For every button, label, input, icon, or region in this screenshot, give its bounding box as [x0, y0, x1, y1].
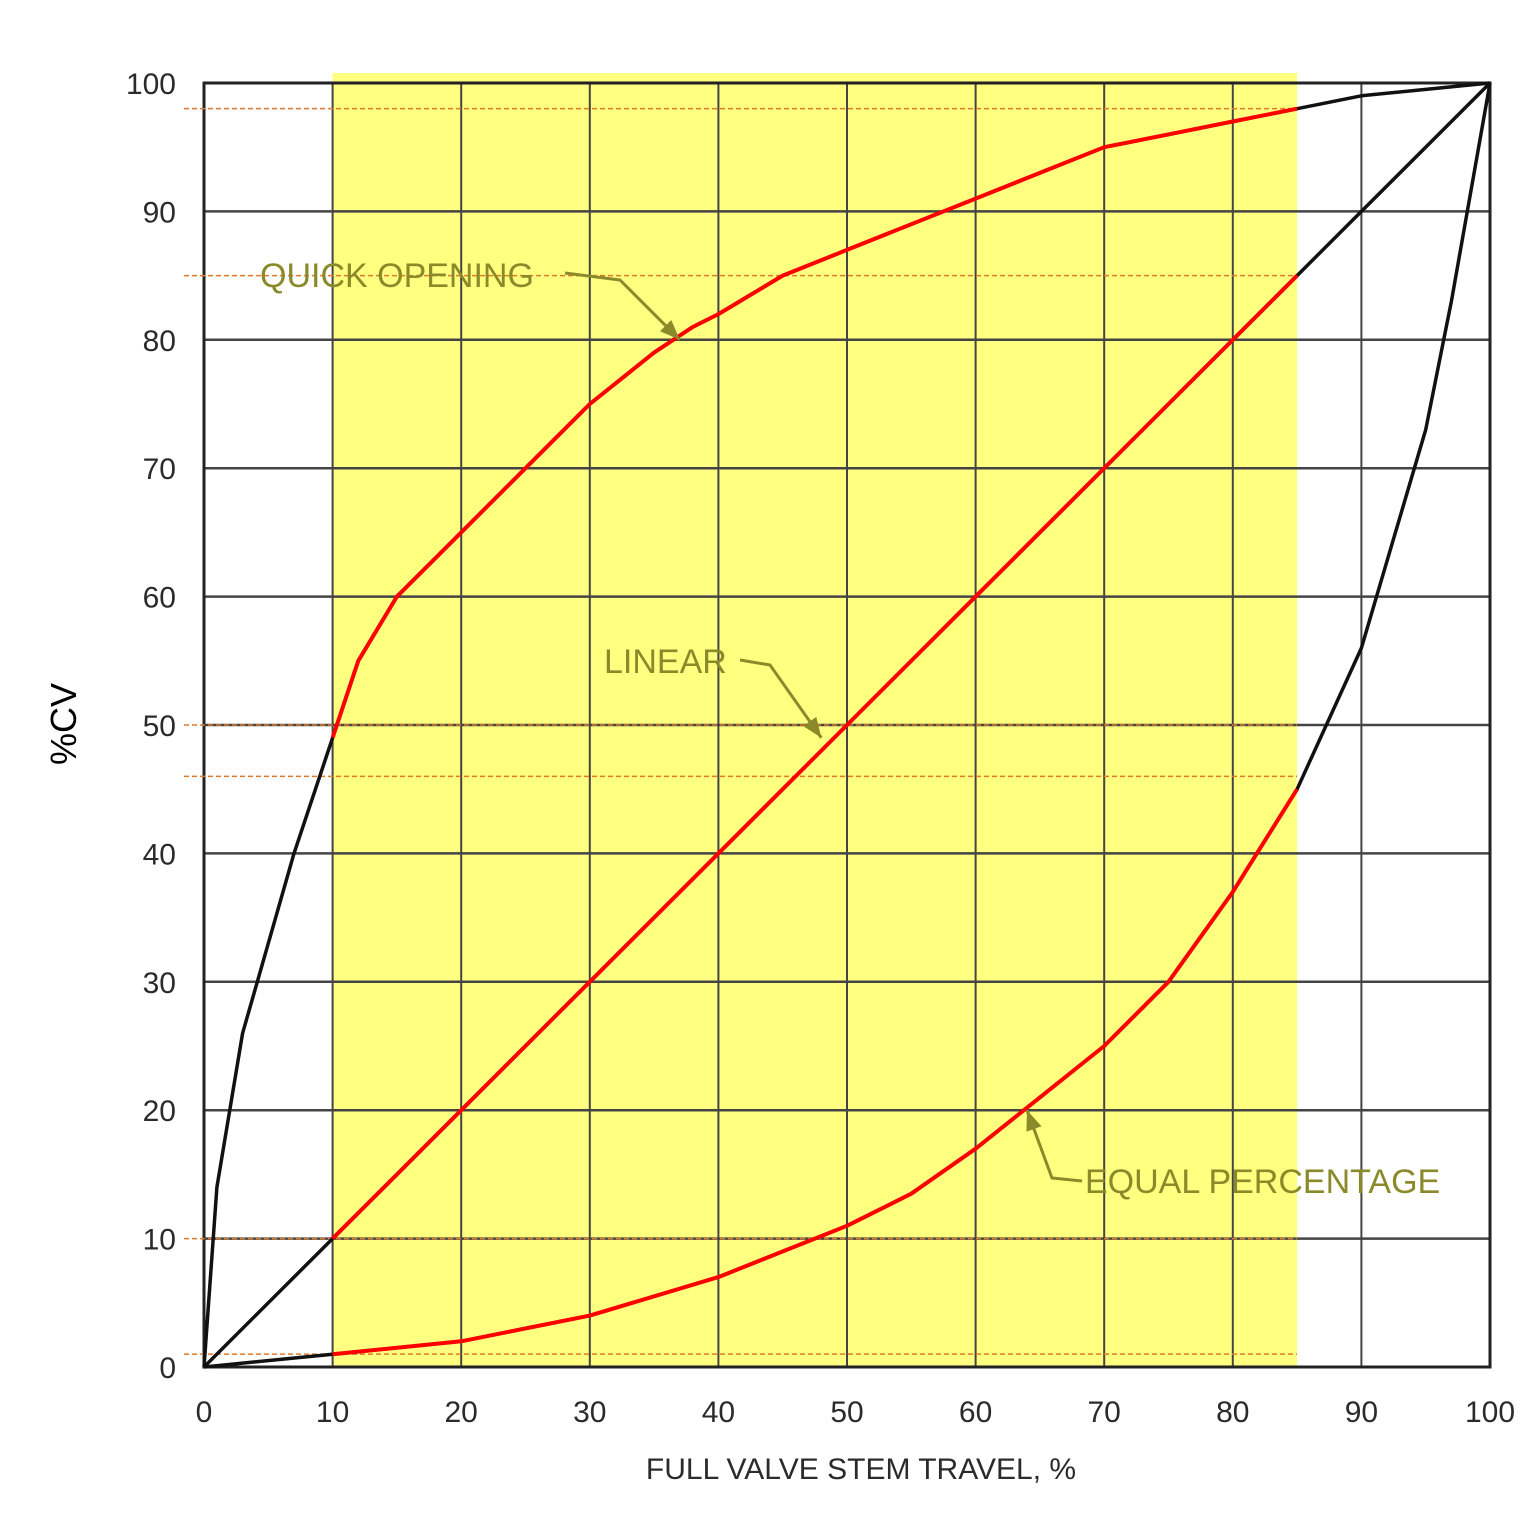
y-tick-label-50: 50	[143, 710, 176, 743]
y-tick-labels: 0 10 20 30 40 50 60 70 80 90 100	[126, 68, 176, 1385]
y-tick-label-80: 80	[143, 325, 176, 358]
x-tick-label-30: 30	[573, 1396, 606, 1429]
x-tick-label-10: 10	[316, 1396, 349, 1429]
y-tick-label-0: 0	[159, 1352, 176, 1385]
series-linear-highlight	[331, 274, 1299, 1241]
y-tick-label-60: 60	[143, 582, 176, 615]
x-tick-label-70: 70	[1088, 1396, 1121, 1429]
series-equal-percentage-highlight	[332, 788, 1299, 1357]
annotation-quick-opening-leader	[564, 271, 681, 341]
x-tick-label-50: 50	[830, 1396, 863, 1429]
annotation-quick-opening-arrowhead	[660, 320, 680, 340]
annotation-equal-percentage-arrowhead	[1026, 1110, 1042, 1132]
y-tick-label-40: 40	[143, 838, 176, 871]
x-tick-labels: 0 10 20 30 40 50 60 70 80 90 100	[196, 1396, 1515, 1429]
annotation-linear-leader	[739, 658, 823, 739]
series-quick-opening-highlight	[330, 106, 1298, 739]
annotation-equal-percentage-label: EQUAL PERCENTAGE	[1085, 1163, 1440, 1201]
annotation-linear-arrowhead	[803, 716, 822, 738]
y-tick-label-100: 100	[126, 68, 176, 101]
series-annotations: QUICK OPENING LINEAR EQUAL PERCENTAGE	[260, 257, 1440, 1201]
series-curves	[202, 81, 1492, 1369]
annotation-linear-label: LINEAR	[604, 643, 727, 681]
x-tick-label-40: 40	[702, 1396, 735, 1429]
x-tick-label-90: 90	[1345, 1396, 1378, 1429]
x-tick-label-60: 60	[959, 1396, 992, 1429]
x-tick-label-0: 0	[196, 1396, 213, 1429]
y-tick-label-20: 20	[143, 1095, 176, 1128]
reference-lines	[184, 107, 1298, 1355]
annotation-equal-percentage-leader	[1025, 1109, 1083, 1183]
y-tick-label-90: 90	[143, 196, 176, 229]
x-tick-label-80: 80	[1216, 1396, 1249, 1429]
x-tick-label-100: 100	[1465, 1396, 1515, 1429]
y-tick-label-30: 30	[143, 967, 176, 1000]
y-tick-label-70: 70	[143, 453, 176, 486]
annotation-quick-opening-label: QUICK OPENING	[260, 257, 534, 295]
x-axis-title: FULL VALVE STEM TRAVEL, %	[646, 1453, 1076, 1486]
y-tick-label-10: 10	[143, 1224, 176, 1257]
y-axis-title: %CV	[43, 683, 84, 765]
x-tick-label-20: 20	[445, 1396, 478, 1429]
